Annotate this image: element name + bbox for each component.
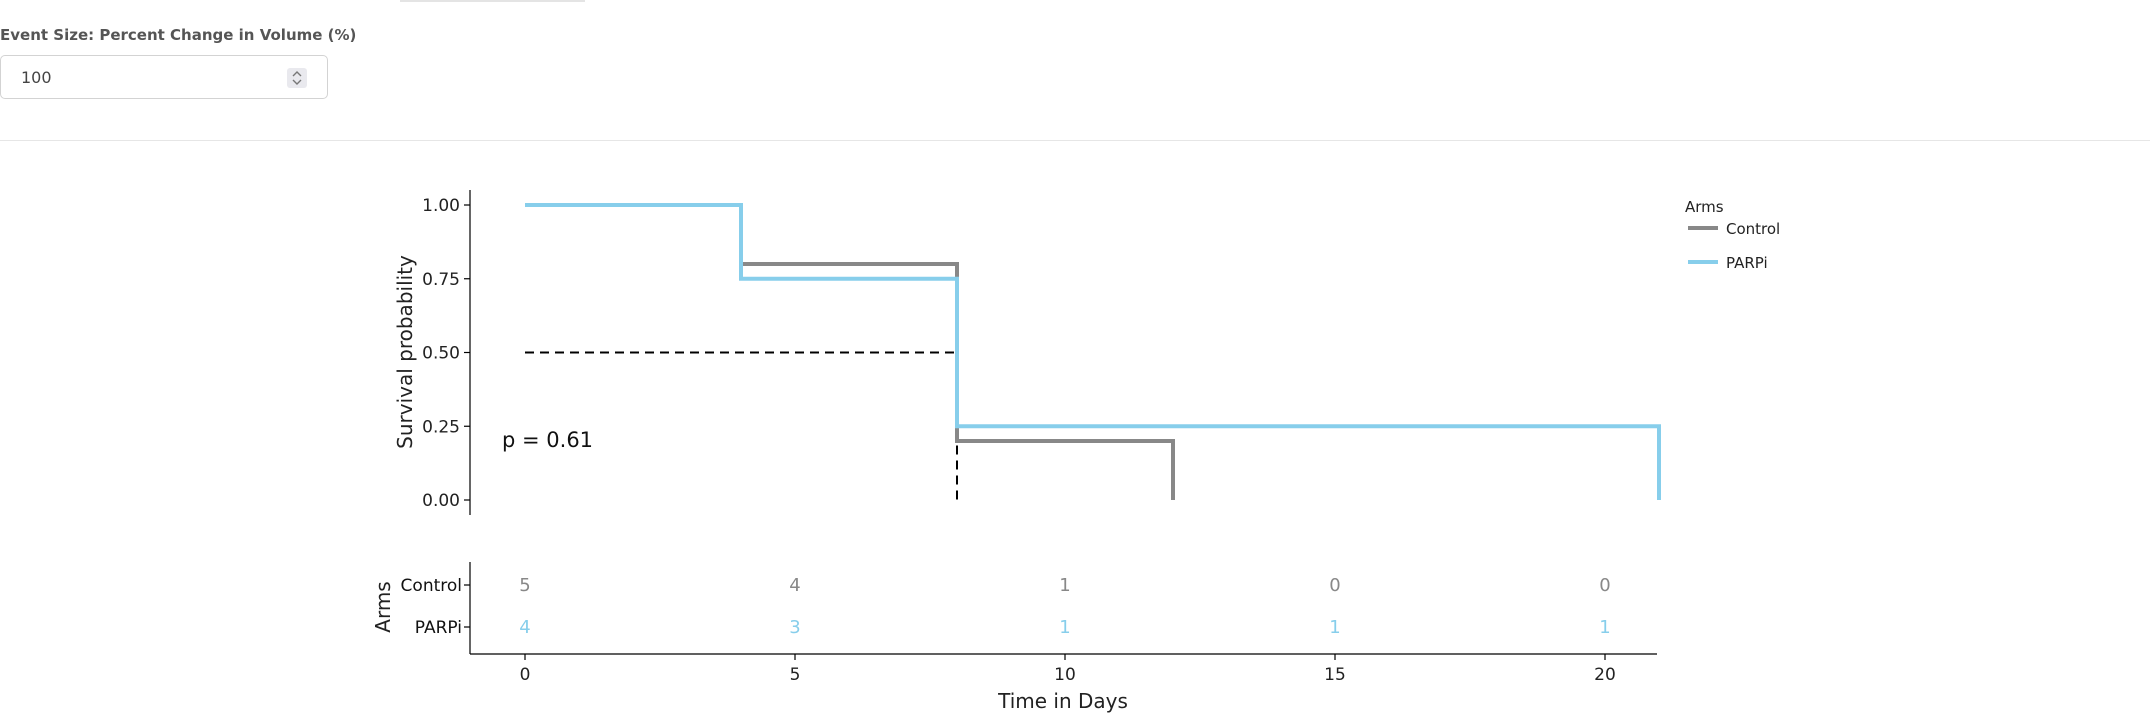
risk-count-parpi: 4 <box>519 617 530 638</box>
risk-count-parpi: 3 <box>789 617 800 638</box>
x-tick-label: 5 <box>790 665 801 685</box>
risk-count-control: 5 <box>519 575 530 596</box>
control-panel: Event Size: Percent Change in Volume (%) <box>0 0 2150 141</box>
y-axis-title: Survival probability <box>393 255 417 449</box>
number-spinner-icon[interactable] <box>287 68 307 88</box>
risk-count-control: 0 <box>1329 575 1340 596</box>
risk-count-control: 1 <box>1059 575 1070 596</box>
risk-count-control: 4 <box>789 575 800 596</box>
risk-row-label-control: Control <box>401 576 462 596</box>
series-line-parpi <box>525 203 1661 500</box>
legend-label-parpi: PARPi <box>1726 254 1768 272</box>
x-axis-title: Time in Days <box>997 689 1128 713</box>
risk-count-control: 0 <box>1599 575 1610 596</box>
p-value-annotation: p = 0.61 <box>502 428 593 452</box>
event-size-field <box>0 55 328 99</box>
risk-table-y-title: Arms <box>371 581 395 632</box>
x-tick-label: 10 <box>1054 665 1076 685</box>
event-size-label: Event Size: Percent Change in Volume (%) <box>0 26 357 44</box>
y-tick-label: 1.00 <box>422 196 460 216</box>
x-tick-label: 20 <box>1594 665 1616 685</box>
legend-label-control: Control <box>1726 220 1780 238</box>
risk-row-label-parpi: PARPi <box>415 618 462 638</box>
risk-count-parpi: 1 <box>1599 617 1610 638</box>
legend-title: Arms <box>1685 198 1724 216</box>
y-tick-label: 0.75 <box>422 270 460 290</box>
y-tick-label: 0.50 <box>422 344 460 364</box>
y-tick-label: 0.00 <box>422 491 460 511</box>
risk-count-parpi: 1 <box>1059 617 1070 638</box>
risk-count-parpi: 1 <box>1329 617 1340 638</box>
median-survival-line <box>525 351 958 500</box>
top-tab-indicator <box>400 0 585 2</box>
event-size-input[interactable] <box>1 56 281 98</box>
y-tick-label: 0.25 <box>422 417 460 437</box>
x-tick-label: 0 <box>520 665 531 685</box>
x-tick-label: 15 <box>1324 665 1346 685</box>
